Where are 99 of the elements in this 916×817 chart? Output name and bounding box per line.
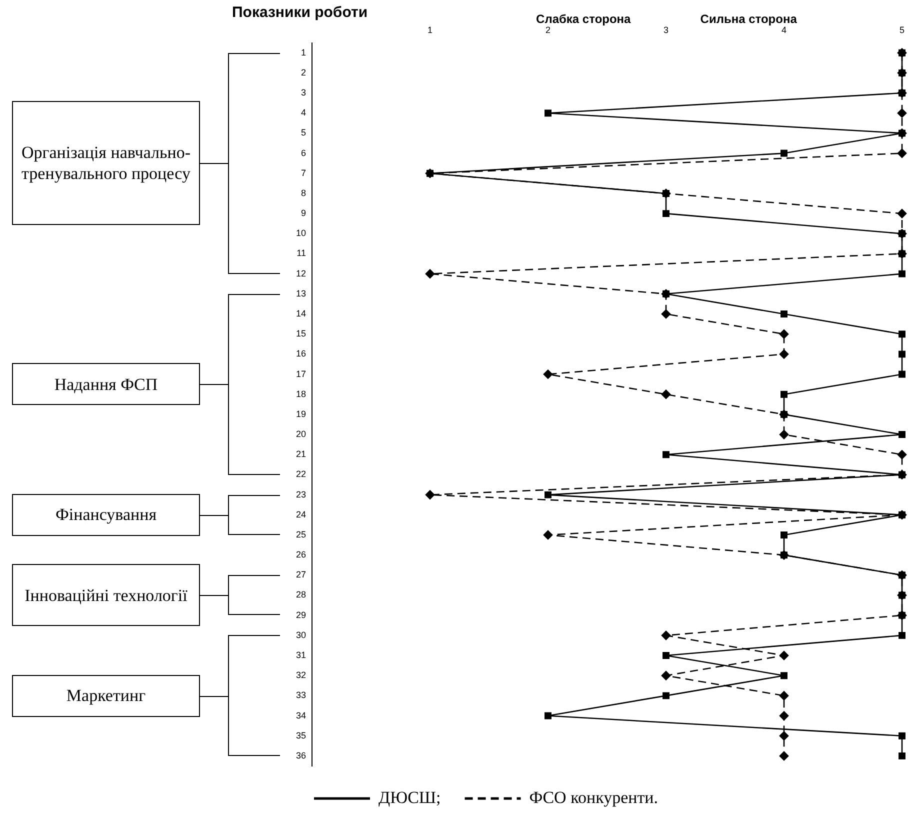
point (661, 309, 671, 319)
text: Інноваційні технології (12, 564, 200, 626)
y-tick-label: 18 (296, 388, 306, 399)
y-tick-label: 2 (300, 67, 306, 78)
y-tick-label: 35 (296, 730, 306, 740)
y-tick-label: 29 (296, 610, 306, 620)
y-tick-label: 1 (300, 47, 306, 58)
x-tick-label: 1 (428, 24, 433, 35)
point (898, 330, 906, 338)
y-tick-label: 17 (296, 368, 306, 379)
x-tick-label: 2 (546, 24, 551, 35)
y-tick-label: 24 (296, 509, 306, 520)
x-tick-label: 5 (899, 24, 905, 35)
y-tick-label: 30 (296, 630, 306, 640)
point (780, 390, 788, 398)
point (898, 270, 906, 278)
point (779, 751, 789, 761)
text: Маркетинг (12, 674, 200, 717)
point (779, 650, 789, 660)
point (898, 69, 906, 76)
y-tick-label: 12 (296, 268, 306, 278)
y-tick-label: 32 (296, 670, 306, 680)
point (898, 49, 906, 56)
text: Слабка сторона (536, 12, 631, 26)
y-tick-label: 7 (300, 168, 306, 178)
text: Організація навчально-тренувального процесу (12, 101, 200, 226)
point (661, 390, 671, 400)
chart-title: Показники роботи (232, 4, 368, 21)
text: Сильна сторона (700, 12, 797, 26)
point (544, 491, 552, 498)
y-tick-label: 27 (296, 570, 306, 580)
point (425, 490, 435, 500)
y-tick-label: 20 (296, 429, 306, 440)
y-tick-label: 22 (296, 469, 306, 480)
point (897, 450, 907, 460)
point (662, 652, 670, 659)
y-tick-label: 28 (296, 590, 306, 600)
point (898, 732, 906, 740)
point (426, 170, 434, 177)
point (897, 208, 907, 218)
y-tick-label: 33 (296, 690, 306, 700)
y-tick-label: 21 (296, 449, 306, 460)
point (425, 269, 435, 278)
point (898, 370, 906, 378)
y-tick-label: 13 (296, 288, 306, 298)
y-tick-label: 11 (296, 248, 306, 258)
y-tick-label: 8 (300, 188, 306, 198)
y-tick-label: 5 (300, 128, 306, 138)
point (543, 370, 553, 379)
y-tick-label: 16 (296, 348, 306, 359)
point (898, 511, 906, 518)
point (544, 110, 552, 117)
y-tick-label: 25 (296, 529, 306, 540)
point (779, 731, 789, 741)
y-tick-label: 15 (296, 328, 306, 339)
text: Фінансування (12, 494, 200, 536)
point (543, 530, 553, 540)
point (897, 108, 907, 118)
point (661, 670, 671, 680)
y-tick-label: 6 (300, 148, 306, 158)
point (661, 630, 671, 640)
point (898, 592, 906, 599)
point (898, 752, 906, 760)
point (779, 691, 789, 700)
point (544, 712, 552, 720)
y-tick-label: 34 (296, 710, 306, 720)
point (779, 329, 789, 339)
y-tick-label: 3 (300, 88, 306, 98)
y-tick-label: 4 (300, 108, 306, 118)
text: Надання ФСП (12, 363, 200, 406)
point (780, 310, 788, 318)
point (897, 148, 907, 158)
y-tick-label: 9 (300, 208, 306, 218)
y-tick-label: 14 (296, 308, 306, 318)
point (662, 210, 670, 218)
y-tick-label: 10 (296, 228, 306, 238)
point (898, 612, 906, 619)
point (780, 672, 788, 680)
y-tick-label: 36 (296, 750, 306, 760)
x-tick-label: 4 (781, 24, 787, 35)
point (779, 350, 789, 359)
point (779, 711, 789, 720)
point (662, 451, 670, 458)
x-tick-label: 3 (663, 24, 669, 35)
legend-label: ДЮСШ; (378, 788, 441, 807)
point (779, 430, 789, 440)
point (780, 532, 788, 538)
y-tick-label: 26 (296, 550, 306, 560)
point (898, 431, 906, 438)
point (662, 692, 670, 700)
point (898, 632, 906, 639)
point (780, 150, 788, 157)
point (898, 250, 906, 258)
y-tick-label: 31 (296, 650, 306, 660)
point (898, 350, 906, 358)
y-tick-label: 23 (296, 489, 306, 500)
point (898, 230, 906, 238)
legend-label: ФСО конкуренти. (529, 788, 658, 807)
y-tick-label: 19 (296, 408, 306, 419)
